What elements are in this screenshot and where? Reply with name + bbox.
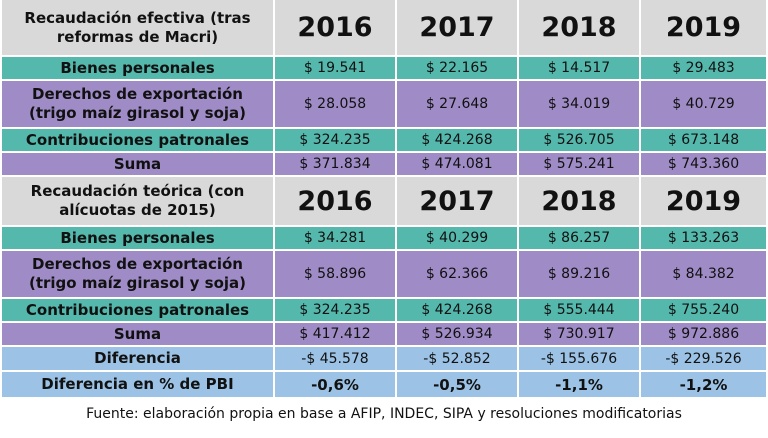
row-label: Bienes personales — [2, 227, 275, 249]
cell-value: $ 324.235 — [275, 129, 397, 151]
cell-value: $ 84.382 — [672, 266, 735, 282]
row-label: Recaudación efectiva (tras reformas de M… — [2, 0, 275, 55]
table-row: Recaudación teórica (con alícuotas de 20… — [2, 177, 766, 227]
row-label: Suma — [2, 153, 275, 175]
cell-value: $ 133.263 — [667, 230, 740, 246]
cell-value: $ 526.934 — [397, 323, 519, 345]
cell-value: $ 972.886 — [667, 326, 740, 342]
table-row: Suma $ 417.412 $ 526.934 $ 730.917 $ 972.886 — [2, 323, 766, 347]
cell-value: $ 89.216 — [519, 251, 641, 297]
cell-value: $ 424.268 — [397, 129, 519, 151]
cell-value: 2019 — [665, 185, 742, 217]
cell-value: $ 575.241 — [519, 153, 641, 175]
cell-value: 2017 — [397, 177, 519, 225]
cell-value: 2018 — [519, 0, 641, 55]
row-label: Derechos de exportación (trigo maíz gira… — [2, 251, 275, 297]
cell-value: $ 755.240 — [667, 302, 740, 318]
table-row: Diferencia en % de PBI -0,6% -0,5% -1,1% -1,… — [2, 372, 766, 399]
cell-value: $ 555.444 — [519, 299, 641, 321]
cell-value: $ 417.412 — [275, 323, 397, 345]
row-label: Diferencia — [2, 347, 275, 370]
cell-value: 2016 — [275, 177, 397, 225]
table-row: Derechos de exportación (trigo maíz gira… — [2, 81, 766, 129]
cell-value: -$ 229.526 — [665, 350, 742, 367]
cell-value: $ 14.517 — [519, 57, 641, 79]
cell-value: $ 27.648 — [397, 81, 519, 127]
cell-value: $ 34.019 — [519, 81, 641, 127]
row-label: Contribuciones patronales — [2, 299, 275, 321]
table-row: Contribuciones patronales $ 324.235 $ 424.… — [2, 129, 766, 153]
cell-value: $ 86.257 — [519, 227, 641, 249]
cell-value: $ 34.281 — [275, 227, 397, 249]
cell-value: $ 62.366 — [397, 251, 519, 297]
row-label: Diferencia en % de PBI — [2, 372, 275, 397]
cell-value: $ 40.729 — [672, 96, 735, 112]
row-label: Recaudación teórica (con alícuotas de 20… — [2, 177, 275, 225]
table-row: Bienes personales $ 19.541 $ 22.165 $ 14.51… — [2, 57, 766, 81]
cell-value: $ 28.058 — [275, 81, 397, 127]
cell-value: $ 371.834 — [275, 153, 397, 175]
cell-value: $ 526.705 — [519, 129, 641, 151]
cell-value: -0,6% — [275, 372, 397, 397]
row-label: Derechos de exportación (trigo maíz gira… — [2, 81, 275, 127]
cell-value: -1,2% — [679, 375, 728, 394]
cell-value: 2017 — [397, 0, 519, 55]
cell-value: $ 673.148 — [667, 132, 740, 148]
cell-value: $ 324.235 — [275, 299, 397, 321]
cell-value: $ 19.541 — [275, 57, 397, 79]
cell-value: -$ 45.578 — [275, 347, 397, 370]
cell-value: $ 58.896 — [275, 251, 397, 297]
cell-value: $ 730.917 — [519, 323, 641, 345]
cell-value: -$ 52.852 — [397, 347, 519, 370]
row-label: Contribuciones patronales — [2, 129, 275, 151]
row-label: Suma — [2, 323, 275, 345]
cell-value: $ 29.483 — [672, 60, 735, 76]
cell-value: $ 474.081 — [397, 153, 519, 175]
table-row: Bienes personales $ 34.281 $ 40.299 $ 86.25… — [2, 227, 766, 251]
cell-value: $ 22.165 — [397, 57, 519, 79]
table-row: Suma $ 371.834 $ 474.081 $ 575.241 $ 743.360 — [2, 153, 766, 177]
table-row: Derechos de exportación (trigo maíz gira… — [2, 251, 766, 299]
cell-value: 2016 — [275, 0, 397, 55]
table: Recaudación efectiva (tras reformas de M… — [2, 0, 766, 399]
row-label: Bienes personales — [2, 57, 275, 79]
cell-value: $ 40.299 — [397, 227, 519, 249]
table-row: Contribuciones patronales $ 324.235 $ 424.… — [2, 299, 766, 323]
cell-value: $ 424.268 — [397, 299, 519, 321]
cell-value: -0,5% — [397, 372, 519, 397]
cell-value: -$ 155.676 — [519, 347, 641, 370]
cell-value: 2018 — [519, 177, 641, 225]
cell-value: -1,1% — [519, 372, 641, 397]
table-row: Diferencia -$ 45.578 -$ 52.852 -$ 155.676 -$… — [2, 347, 766, 372]
table-row: Recaudación efectiva (tras reformas de M… — [2, 0, 766, 57]
cell-value: $ 743.360 — [667, 156, 740, 172]
source-note: Fuente: elaboración propia en base a AFI… — [86, 406, 682, 422]
cell-value: 2019 — [665, 12, 742, 43]
